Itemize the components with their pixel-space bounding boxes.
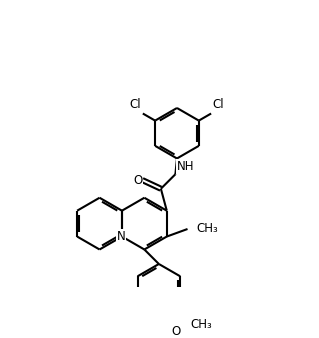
Text: CH₃: CH₃ — [196, 222, 218, 235]
Text: Cl: Cl — [130, 98, 141, 111]
Text: CH₃: CH₃ — [190, 318, 212, 331]
Text: NH: NH — [177, 160, 195, 173]
Text: O: O — [171, 325, 180, 338]
Text: O: O — [133, 174, 143, 187]
Text: Cl: Cl — [213, 98, 224, 111]
Text: N: N — [117, 230, 126, 243]
